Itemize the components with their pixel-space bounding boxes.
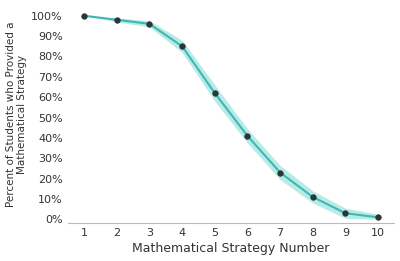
Y-axis label: Percent of Students who Provided a
Mathematical Strategy: Percent of Students who Provided a Mathe… — [6, 22, 27, 207]
X-axis label: Mathematical Strategy Number: Mathematical Strategy Number — [132, 242, 330, 256]
